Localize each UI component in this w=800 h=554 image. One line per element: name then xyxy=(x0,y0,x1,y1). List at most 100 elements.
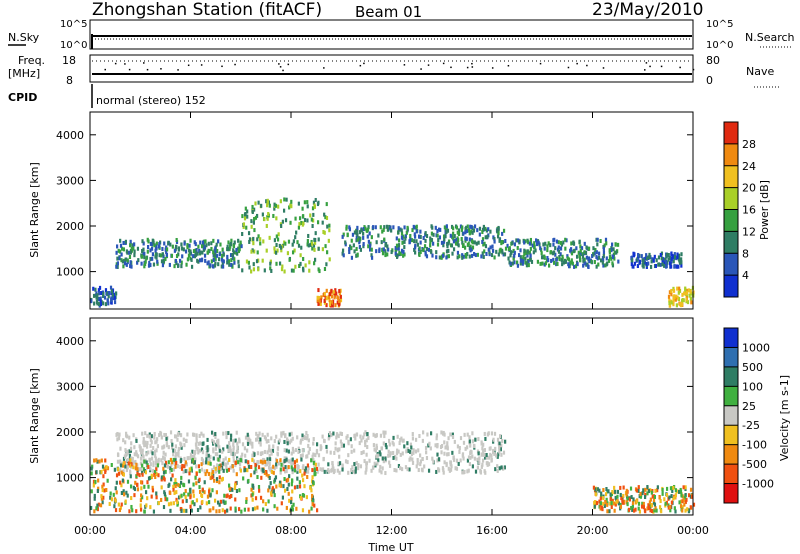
data-cell xyxy=(436,233,439,238)
data-cell xyxy=(186,432,189,437)
data-cell xyxy=(139,447,142,452)
data-cell xyxy=(98,459,101,464)
data-cell xyxy=(458,445,461,450)
data-cell xyxy=(494,446,497,451)
data-cell xyxy=(277,461,281,466)
data-cell xyxy=(381,456,384,461)
data-cell xyxy=(156,444,159,449)
data-cell xyxy=(542,242,545,247)
data-cell xyxy=(435,250,438,255)
data-cell xyxy=(454,466,457,471)
data-cell xyxy=(299,253,302,258)
data-cell xyxy=(379,464,382,469)
data-cell xyxy=(182,247,185,252)
data-cell xyxy=(142,247,145,252)
data-cell xyxy=(689,505,692,510)
data-cell xyxy=(230,258,233,263)
data-cell xyxy=(223,462,226,467)
data-cell xyxy=(473,224,477,229)
data-cell xyxy=(115,264,118,269)
data-cell xyxy=(213,498,217,503)
data-cell xyxy=(142,440,145,445)
data-cell xyxy=(130,264,133,269)
data-cell xyxy=(613,508,616,513)
data-cell xyxy=(328,257,331,262)
data-cell xyxy=(283,459,286,464)
data-cell xyxy=(672,302,675,307)
data-cell xyxy=(372,432,375,437)
data-cell xyxy=(532,250,535,255)
data-cell xyxy=(380,470,383,475)
data-cell xyxy=(325,262,328,267)
data-cell xyxy=(106,466,110,471)
data-cell xyxy=(548,263,551,268)
data-cell xyxy=(348,250,351,255)
data-cell xyxy=(492,437,495,442)
data-cell xyxy=(289,459,292,464)
data-cell xyxy=(608,255,612,260)
data-cell xyxy=(170,445,174,450)
data-cell xyxy=(490,458,493,463)
data-cell xyxy=(250,487,253,492)
data-cell xyxy=(355,461,358,466)
data-cell xyxy=(355,238,358,243)
data-cell xyxy=(193,502,196,507)
data-cell xyxy=(122,489,125,494)
data-cell xyxy=(499,434,502,439)
data-cell xyxy=(335,291,338,296)
data-cell xyxy=(317,200,320,205)
data-cell xyxy=(457,243,460,248)
data-cell xyxy=(331,464,334,469)
nsky-label: N.Sky xyxy=(8,31,40,44)
data-cell xyxy=(139,507,143,512)
data-cell xyxy=(204,472,207,477)
data-cell xyxy=(449,462,452,467)
data-cell xyxy=(447,248,450,253)
data-cell xyxy=(312,452,315,457)
data-cell xyxy=(123,261,127,266)
data-cell xyxy=(657,255,661,260)
data-cell xyxy=(684,287,687,292)
data-cell xyxy=(255,469,258,474)
data-cell xyxy=(322,229,325,234)
data-cell xyxy=(456,230,459,235)
data-cell xyxy=(221,258,224,263)
data-cell xyxy=(167,240,170,245)
data-cell xyxy=(507,247,511,252)
data-cell xyxy=(177,449,180,454)
data-cell xyxy=(174,458,177,463)
data-cell xyxy=(191,449,194,454)
data-cell xyxy=(183,456,186,461)
data-cell xyxy=(474,437,477,442)
data-cell xyxy=(172,448,175,453)
data-cell xyxy=(342,443,346,448)
data-cell xyxy=(141,431,144,436)
data-cell xyxy=(130,464,133,469)
data-cell xyxy=(498,445,501,450)
data-cell xyxy=(191,432,195,437)
freq-panel: Freq. [MHz] 18 8 80 0 Nave xyxy=(8,54,780,88)
data-cell xyxy=(649,264,653,269)
data-cell xyxy=(683,495,686,500)
data-cell xyxy=(650,502,653,507)
data-cell xyxy=(171,460,174,465)
data-cell xyxy=(416,242,419,247)
data-cell xyxy=(296,467,299,472)
data-cell xyxy=(263,268,266,273)
data-cell xyxy=(484,436,487,441)
data-cell xyxy=(287,491,290,496)
data-cell xyxy=(437,467,440,472)
data-cell xyxy=(677,264,680,269)
data-cell xyxy=(599,496,602,501)
data-cell xyxy=(314,471,317,476)
data-cell xyxy=(408,240,411,245)
data-cell xyxy=(189,495,192,500)
data-cell xyxy=(221,247,224,252)
data-cell xyxy=(465,225,468,230)
data-cell xyxy=(678,489,681,494)
data-cell xyxy=(403,225,406,230)
data-cell xyxy=(151,451,154,456)
data-cell xyxy=(616,489,620,494)
data-cell xyxy=(575,254,579,259)
data-cell xyxy=(579,252,582,257)
